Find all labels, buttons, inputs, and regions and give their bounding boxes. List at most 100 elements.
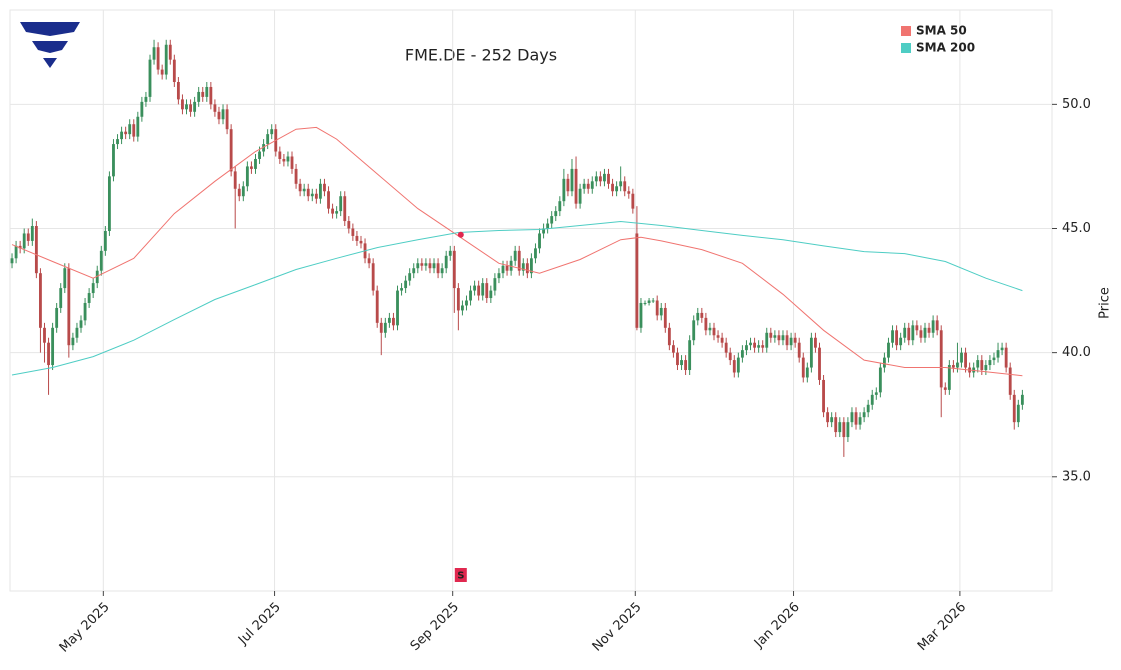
candle-body — [643, 302, 647, 304]
candle-body — [521, 263, 525, 271]
candle-body — [367, 258, 371, 264]
candle-body — [10, 258, 14, 264]
candle-body — [769, 332, 773, 338]
candle-body — [862, 412, 866, 418]
candle-body — [144, 96, 148, 102]
candle-body — [185, 104, 188, 110]
candle-body — [99, 250, 103, 271]
candle-body — [375, 290, 379, 323]
x-tick-label: Sep 2025 — [408, 600, 462, 654]
candle-body — [278, 151, 282, 159]
candle-body — [294, 168, 298, 184]
candle-body — [882, 357, 886, 368]
candle-body — [176, 82, 180, 100]
candle-body — [351, 228, 355, 236]
candle-body — [485, 283, 489, 299]
candle-body — [598, 176, 602, 182]
candle-body — [708, 327, 712, 331]
candle-body — [594, 176, 598, 182]
candle-body — [51, 327, 55, 366]
candle-body — [505, 265, 509, 271]
candle-body — [996, 350, 1000, 358]
chart-title: FME.DE - 252 Days — [405, 46, 557, 65]
candle-body — [716, 335, 720, 338]
y-tick-label: 35.0 — [1062, 469, 1091, 484]
candle-body — [684, 360, 688, 371]
candle-body — [290, 156, 294, 169]
candle-body — [383, 322, 387, 333]
candle-body — [517, 250, 521, 271]
candle-body — [112, 144, 115, 177]
candle-body — [960, 352, 963, 363]
candle-body — [1004, 347, 1008, 368]
candle-body — [736, 357, 740, 373]
candle-body — [420, 263, 424, 266]
candle-body — [923, 327, 927, 338]
candle-body — [927, 327, 931, 333]
candle-body — [558, 201, 562, 212]
legend-label: SMA 200 — [916, 41, 975, 55]
candle-body — [761, 345, 765, 348]
candle-body — [943, 387, 947, 390]
candle-body — [639, 302, 643, 328]
candle-body — [667, 327, 671, 346]
candle-body — [408, 273, 412, 281]
candle-body — [250, 166, 253, 169]
candle-body — [956, 362, 959, 368]
x-tick-label: Jul 2025 — [235, 600, 284, 649]
candle-body — [976, 360, 980, 368]
candle-body — [359, 240, 363, 244]
candle-body — [574, 168, 578, 204]
candle-body — [371, 263, 375, 291]
candle-body — [586, 183, 590, 189]
candle-body — [302, 188, 306, 192]
candle-body — [513, 250, 517, 261]
candle-body — [534, 248, 537, 259]
candle-body — [493, 278, 497, 291]
candle-body — [160, 69, 164, 75]
candle-body — [412, 268, 416, 274]
x-tick-label: Jan 2026 — [751, 600, 803, 652]
candle-body — [318, 183, 322, 199]
candle-body — [18, 245, 22, 249]
candle-body — [489, 290, 493, 299]
candle-body — [339, 196, 343, 212]
legend-label: SMA 50 — [916, 24, 967, 38]
candle-body — [282, 158, 286, 162]
candle-body — [830, 417, 834, 423]
candle-body — [181, 99, 184, 110]
candle-body — [497, 273, 501, 279]
candle-body — [469, 290, 472, 301]
candle-body — [136, 116, 140, 137]
candle-body — [83, 302, 87, 321]
candle-body — [306, 188, 310, 197]
candle-body — [266, 134, 270, 145]
candle-body — [749, 342, 752, 346]
candle-body — [659, 307, 663, 316]
candle-body — [335, 211, 339, 214]
candle-body — [103, 230, 107, 251]
candle-body — [578, 188, 582, 204]
candle-body — [797, 342, 801, 358]
candle-body — [43, 327, 46, 343]
candle-body — [116, 139, 119, 145]
candle-body — [254, 158, 257, 169]
candle-body — [740, 350, 744, 358]
candle-body — [688, 340, 692, 371]
candle-body — [781, 335, 785, 341]
candle-body — [680, 360, 683, 366]
candles — [10, 39, 1024, 457]
candle-body — [887, 342, 890, 358]
y-tick-label: 40.0 — [1062, 345, 1091, 360]
candle-body — [71, 337, 75, 346]
candle-body — [237, 188, 241, 197]
candle-body — [635, 233, 639, 328]
candle-body — [891, 330, 894, 343]
candle-body — [611, 183, 614, 192]
candle-body — [132, 124, 136, 137]
candle-body — [128, 124, 132, 135]
candle-body — [164, 44, 168, 75]
candle-body — [120, 131, 124, 140]
candle-body — [298, 183, 302, 192]
candle-body — [465, 300, 468, 306]
